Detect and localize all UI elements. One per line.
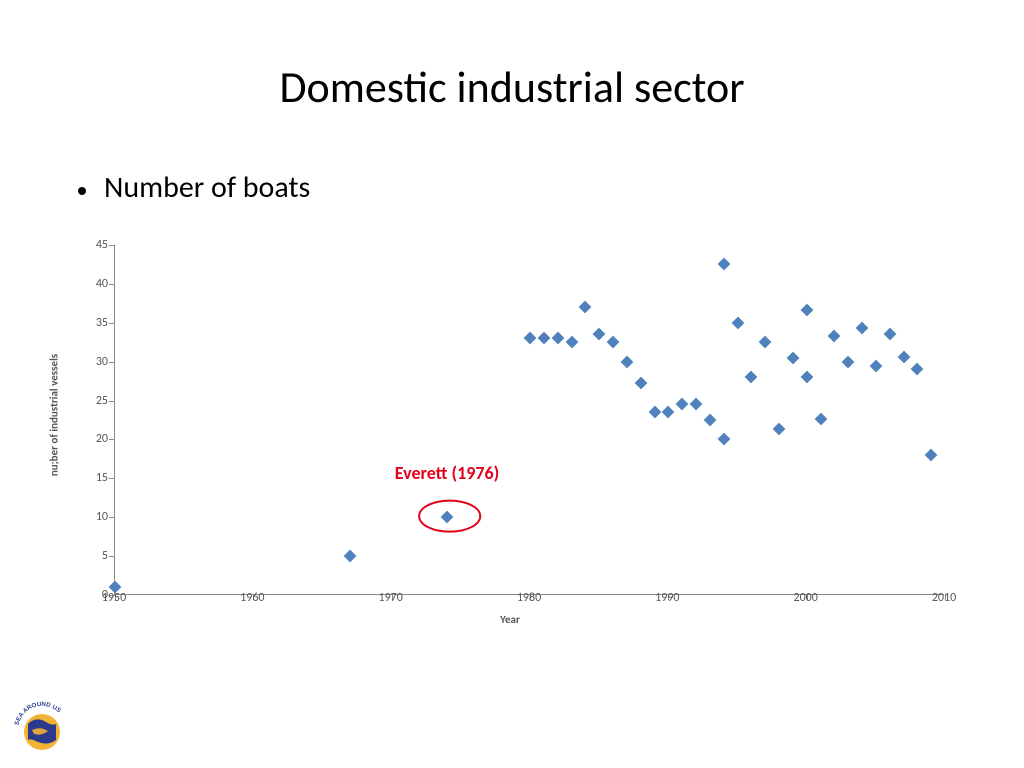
data-point xyxy=(731,316,744,329)
data-point xyxy=(869,360,882,373)
y-tick xyxy=(109,284,115,285)
plot-area: Everett (1976) xyxy=(114,245,944,595)
data-point xyxy=(773,423,786,436)
x-tick-label: 1990 xyxy=(655,591,679,605)
y-tick-label: 35 xyxy=(78,316,108,330)
data-point xyxy=(828,330,841,343)
y-tick xyxy=(109,478,115,479)
data-point xyxy=(676,398,689,411)
data-point xyxy=(344,550,357,563)
data-point xyxy=(925,449,938,462)
data-point xyxy=(745,371,758,384)
x-tick-label: 1950 xyxy=(102,591,126,605)
y-tick xyxy=(109,362,115,363)
data-point xyxy=(717,433,730,446)
scatter-chart: nu;ber of industrial vessels Everett (19… xyxy=(60,235,960,635)
data-point xyxy=(690,398,703,411)
bullet-text: Number of boats xyxy=(104,169,310,206)
bullet-icon xyxy=(78,187,86,195)
data-point xyxy=(524,332,537,345)
data-point xyxy=(634,376,647,389)
x-tick-label: 2010 xyxy=(932,591,956,605)
y-tick-label: 10 xyxy=(78,510,108,524)
data-point xyxy=(800,371,813,384)
data-point xyxy=(856,322,869,335)
y-tick xyxy=(109,517,115,518)
y-tick xyxy=(109,323,115,324)
data-point xyxy=(648,406,661,419)
data-point xyxy=(703,414,716,427)
data-point xyxy=(759,336,772,349)
data-point xyxy=(551,332,564,345)
data-point xyxy=(593,328,606,341)
page-title: Domestic industrial sector xyxy=(0,0,1024,114)
data-point xyxy=(537,332,550,345)
y-tick xyxy=(109,401,115,402)
data-point xyxy=(620,355,633,368)
data-point xyxy=(786,351,799,364)
x-tick-label: 1960 xyxy=(240,591,264,605)
data-point xyxy=(842,355,855,368)
y-tick-label: 15 xyxy=(78,471,108,485)
data-point xyxy=(814,413,827,426)
x-axis-title: Year xyxy=(500,613,520,626)
y-tick xyxy=(109,556,115,557)
data-point xyxy=(579,301,592,314)
data-point xyxy=(607,336,620,349)
y-tick-label: 45 xyxy=(78,238,108,252)
x-tick-label: 2000 xyxy=(793,591,817,605)
y-tick-label: 20 xyxy=(78,432,108,446)
y-tick-label: 25 xyxy=(78,394,108,408)
y-tick-label: 5 xyxy=(78,549,108,563)
data-point xyxy=(662,406,675,419)
y-tick-label: 30 xyxy=(78,355,108,369)
data-point xyxy=(717,258,730,271)
data-point xyxy=(897,351,910,364)
data-point xyxy=(800,303,813,316)
data-point xyxy=(565,336,578,349)
data-point xyxy=(911,363,924,376)
annotation-circle xyxy=(418,500,482,533)
annotation-label: Everett (1976) xyxy=(395,462,499,484)
y-axis-title: nu;ber of industrial vessels xyxy=(48,354,61,476)
bullet-item: Number of boats xyxy=(78,169,1024,206)
sea-around-us-logo: SEA AROUND US xyxy=(12,696,72,756)
data-point xyxy=(883,328,896,341)
y-tick xyxy=(109,245,115,246)
x-tick-label: 1980 xyxy=(517,591,541,605)
x-tick-label: 1970 xyxy=(378,591,402,605)
y-tick xyxy=(109,439,115,440)
y-tick-label: 40 xyxy=(78,277,108,291)
